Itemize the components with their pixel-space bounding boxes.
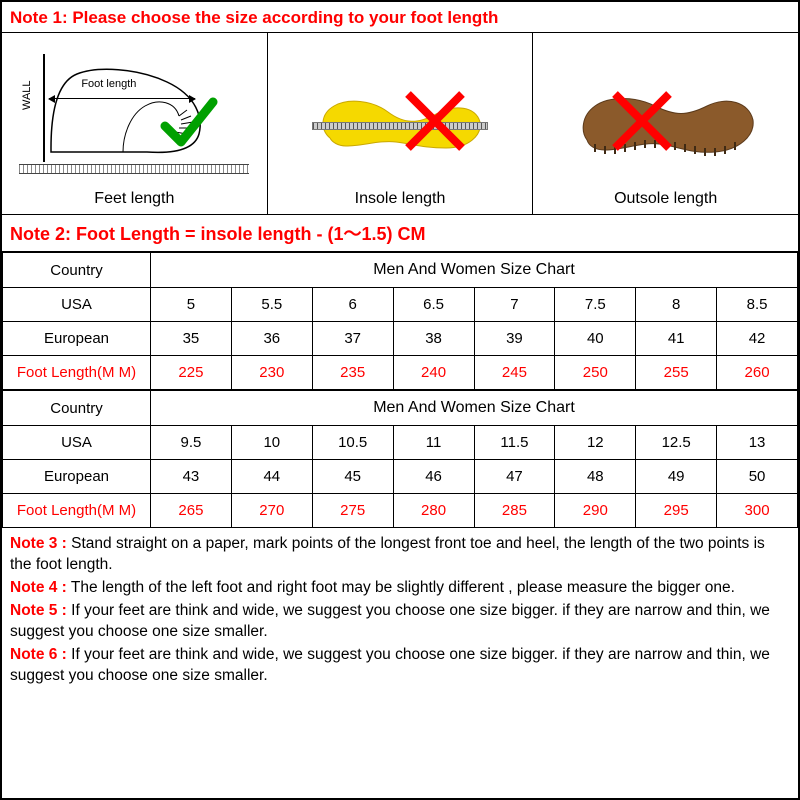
note-item: Note 3 : Stand straight on a paper, mark… (10, 534, 790, 576)
size-cell: 42 (717, 322, 798, 356)
table-header-row: Country Men And Women Size Chart (3, 391, 798, 426)
size-cell: 45 (312, 460, 393, 494)
note-item: Note 4 : The length of the left foot and… (10, 578, 790, 599)
note-2: Note 2: Foot Length = insole length - (1… (2, 215, 798, 252)
size-cell: 38 (393, 322, 474, 356)
country-header: Country (3, 391, 151, 426)
notes-section: Note 3 : Stand straight on a paper, mark… (2, 528, 798, 692)
note-label: Note 6 : (10, 646, 67, 663)
note-label: Note 5 : (10, 602, 67, 619)
note-text: If your feet are think and wide, we sugg… (10, 602, 770, 640)
size-cell: 5 (151, 288, 232, 322)
size-cell: 12 (555, 426, 636, 460)
size-chart-container: Note 1: Please choose the size according… (0, 0, 800, 800)
table-header-row: Country Men And Women Size Chart (3, 253, 798, 288)
size-chart-table-1: Country Men And Women Size Chart USA55.5… (2, 252, 798, 390)
size-cell: 13 (717, 426, 798, 460)
size-cell: 10 (231, 426, 312, 460)
size-cell: 8.5 (717, 288, 798, 322)
size-cell: 41 (636, 322, 717, 356)
size-cell: 290 (555, 494, 636, 528)
size-cell: 240 (393, 356, 474, 390)
table-row: Foot Length(M M)265270275280285290295300 (3, 494, 798, 528)
check-icon (159, 94, 219, 154)
table-row: USA9.51010.51111.51212.513 (3, 426, 798, 460)
size-cell: 7.5 (555, 288, 636, 322)
size-chart-table-2: Country Men And Women Size Chart USA9.51… (2, 390, 798, 528)
cross-icon (400, 86, 470, 156)
size-cell: 295 (636, 494, 717, 528)
row-label: European (3, 460, 151, 494)
size-cell: 265 (151, 494, 232, 528)
size-cell: 255 (636, 356, 717, 390)
size-cell: 235 (312, 356, 393, 390)
size-cell: 40 (555, 322, 636, 356)
size-cell: 46 (393, 460, 474, 494)
table-row: European3536373839404142 (3, 322, 798, 356)
size-cell: 50 (717, 460, 798, 494)
row-label: USA (3, 288, 151, 322)
note-item: Note 5 : If your feet are think and wide… (10, 601, 790, 643)
row-label: European (3, 322, 151, 356)
size-cell: 35 (151, 322, 232, 356)
size-cell: 49 (636, 460, 717, 494)
size-cell: 36 (231, 322, 312, 356)
size-cell: 285 (474, 494, 555, 528)
size-cell: 11 (393, 426, 474, 460)
feet-length-diagram: WALL Foot length Feet length (2, 33, 268, 214)
size-cell: 275 (312, 494, 393, 528)
note-text: Stand straight on a paper, mark points o… (10, 535, 765, 573)
size-cell: 44 (231, 460, 312, 494)
size-cell: 225 (151, 356, 232, 390)
size-cell: 245 (474, 356, 555, 390)
cross-icon (607, 86, 677, 156)
size-cell: 260 (717, 356, 798, 390)
table-row: European4344454647484950 (3, 460, 798, 494)
size-cell: 270 (231, 494, 312, 528)
size-cell: 9.5 (151, 426, 232, 460)
size-cell: 280 (393, 494, 474, 528)
row-label: Foot Length(M M) (3, 356, 151, 390)
table-row: USA55.566.577.588.5 (3, 288, 798, 322)
foot-length-inner-label: Foot length (81, 78, 136, 90)
feet-length-label: Feet length (94, 190, 174, 208)
size-cell: 6.5 (393, 288, 474, 322)
size-cell: 12.5 (636, 426, 717, 460)
note-text: If your feet are think and wide, we sugg… (10, 646, 770, 684)
diagram-row: WALL Foot length Feet length (2, 33, 798, 215)
row-label: Foot Length(M M) (3, 494, 151, 528)
wall-label: WALL (21, 80, 33, 110)
ruler-icon (19, 164, 249, 174)
size-cell: 39 (474, 322, 555, 356)
size-cell: 37 (312, 322, 393, 356)
insole-length-diagram: Insole length (268, 33, 534, 214)
size-cell: 300 (717, 494, 798, 528)
size-cell: 43 (151, 460, 232, 494)
chart-title: Men And Women Size Chart (151, 253, 798, 288)
table-row: Foot Length(M M)225230235240245250255260 (3, 356, 798, 390)
size-cell: 6 (312, 288, 393, 322)
size-cell: 250 (555, 356, 636, 390)
row-label: USA (3, 426, 151, 460)
size-cell: 11.5 (474, 426, 555, 460)
size-cell: 10.5 (312, 426, 393, 460)
country-header: Country (3, 253, 151, 288)
size-cell: 47 (474, 460, 555, 494)
size-cell: 8 (636, 288, 717, 322)
note-label: Note 3 : (10, 535, 67, 552)
size-cell: 48 (555, 460, 636, 494)
note-text: The length of the left foot and right fo… (67, 579, 735, 596)
size-cell: 7 (474, 288, 555, 322)
size-cell: 230 (231, 356, 312, 390)
size-cell: 5.5 (231, 288, 312, 322)
outsole-length-diagram: Outsole length (533, 33, 798, 214)
outsole-length-label: Outsole length (614, 190, 717, 208)
chart-title: Men And Women Size Chart (151, 391, 798, 426)
note-label: Note 4 : (10, 579, 67, 596)
note-item: Note 6 : If your feet are think and wide… (10, 645, 790, 687)
insole-length-label: Insole length (355, 190, 446, 208)
note-1: Note 1: Please choose the size according… (2, 2, 798, 33)
